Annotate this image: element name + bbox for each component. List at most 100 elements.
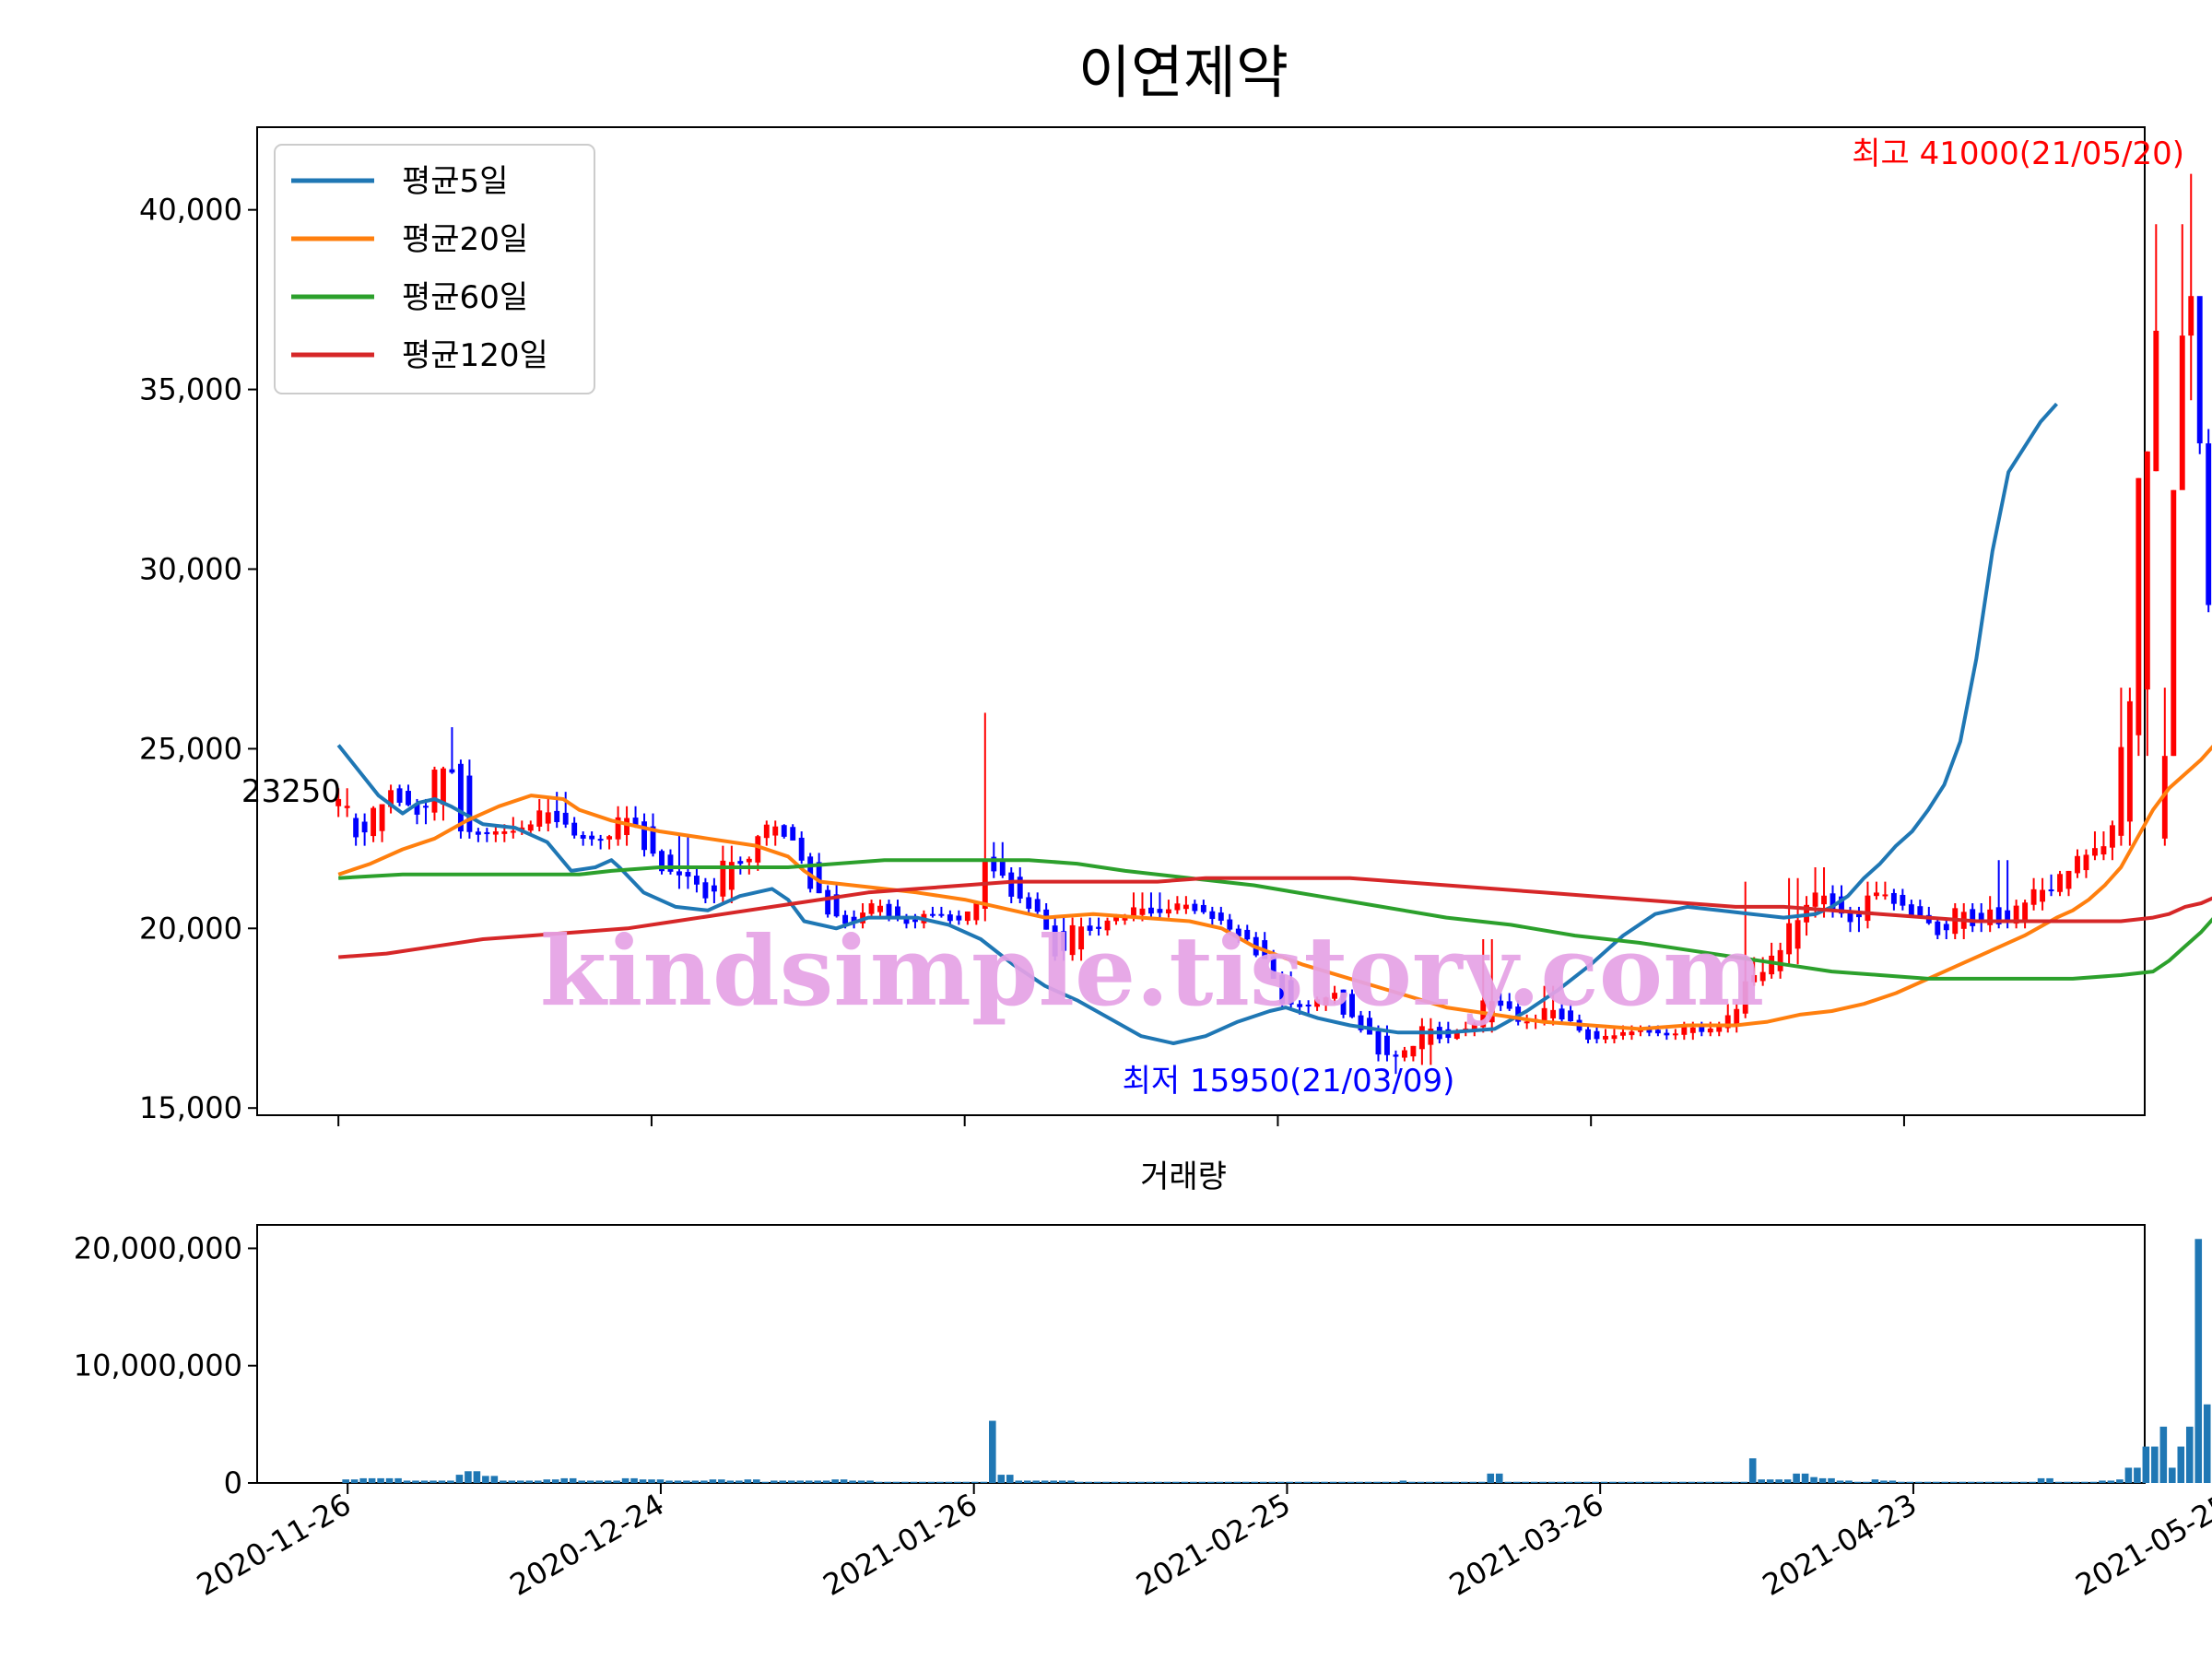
legend-label: 평균5일 [402, 163, 508, 200]
volume-bar [989, 1420, 996, 1483]
volume-bar [604, 1480, 612, 1483]
candle-body [1017, 877, 1023, 899]
volume-bar [1120, 1481, 1127, 1483]
volume-bar [683, 1480, 690, 1483]
candle-body [677, 871, 682, 876]
candle-body [1524, 1021, 1530, 1024]
candle-body [2048, 889, 2054, 892]
volume-bar [1338, 1481, 1346, 1483]
volume-bar [1688, 1481, 1696, 1483]
candle-body [510, 830, 516, 833]
volume-bar [465, 1471, 472, 1483]
candle-body [763, 824, 770, 839]
candle-body [1689, 1027, 1696, 1033]
candle-body [1139, 908, 1146, 915]
volume-bar [787, 1480, 795, 1483]
candle-body [1794, 920, 1801, 949]
candle-body [562, 812, 569, 825]
volume-bar [639, 1479, 647, 1483]
volume-bar [1592, 1481, 1599, 1483]
candle-body [798, 837, 805, 861]
candle-body [868, 903, 875, 914]
volume-bar [1487, 1473, 1495, 1483]
volume-bar [1574, 1481, 1582, 1483]
candle-body [1393, 1054, 1399, 1057]
volume-bar [1286, 1481, 1293, 1483]
candle-body [746, 858, 752, 863]
volume-bar [1731, 1481, 1739, 1483]
volume-bar [1469, 1481, 1477, 1483]
candle-body [2179, 335, 2185, 490]
candle-body [1401, 1050, 1407, 1058]
candle-body [1008, 872, 1015, 897]
candle-body [825, 889, 831, 915]
volume-bar [578, 1480, 585, 1483]
volume-bar [753, 1479, 760, 1483]
volume-bar [1023, 1480, 1031, 1483]
volume-bar [1609, 1481, 1617, 1483]
candle-body [1498, 1000, 1504, 1006]
candle-body [1890, 892, 1897, 904]
candle-body [1358, 1015, 1364, 1030]
volume-bar [866, 1480, 874, 1483]
candle-body [1157, 909, 1163, 913]
candle-body [2040, 889, 2046, 902]
candle-body [1165, 909, 1171, 914]
volume-bar [700, 1480, 708, 1483]
volume-bar [1102, 1481, 1110, 1483]
volume-bar [1163, 1481, 1171, 1483]
candle-body [912, 919, 918, 923]
volume-bar [1015, 1480, 1023, 1483]
candle-body [772, 826, 779, 836]
candle-body [1734, 1008, 1740, 1027]
price-y-tick-label: 20,000 [139, 911, 242, 946]
candle-body [2109, 825, 2115, 848]
volume-bar [2116, 1479, 2124, 1483]
volume-bar [1198, 1481, 1206, 1483]
volume-bar [840, 1479, 848, 1483]
candle-body [2100, 846, 2107, 855]
candle-body [536, 810, 543, 827]
candle-body [1620, 1031, 1626, 1036]
volume-bar [1662, 1481, 1669, 1483]
candle-body [1297, 1004, 1303, 1007]
volume-bar [744, 1479, 752, 1483]
candle-body [877, 905, 883, 912]
volume-bar [726, 1480, 735, 1483]
x-tick-label: 2021-01-26 [818, 1487, 983, 1603]
candle-body [1488, 1001, 1495, 1023]
volume-bar [1557, 1481, 1564, 1483]
volume-bar [1373, 1481, 1381, 1483]
volume-bar [1050, 1480, 1057, 1483]
volume-bar [1058, 1480, 1066, 1483]
candle-body [1716, 1026, 1723, 1032]
volume-bar [1067, 1480, 1075, 1483]
volume-bar [1382, 1481, 1390, 1483]
candle-body [1288, 980, 1294, 1005]
volume-bar [500, 1480, 507, 1483]
volume-bar [1321, 1481, 1328, 1483]
candle-body [1935, 921, 1941, 935]
volume-bar [1547, 1481, 1556, 1483]
candle-body [344, 806, 350, 808]
volume-bar [927, 1481, 935, 1483]
volume-bar [1959, 1481, 1967, 1483]
volume-bar [482, 1476, 489, 1483]
candle-body [1069, 924, 1076, 956]
volume-bar [595, 1480, 603, 1483]
candle-body [2188, 296, 2194, 336]
candle-body [615, 817, 621, 840]
volume-bar [1635, 1481, 1643, 1483]
candle-body [606, 836, 613, 840]
candle-body [1646, 1029, 1653, 1033]
candle-body [527, 824, 534, 831]
candle-body [1664, 1032, 1670, 1036]
volume-bar [2072, 1481, 2080, 1483]
volume-bar [1775, 1479, 1783, 1483]
candle-body [1908, 904, 1914, 915]
candle-body [475, 831, 481, 835]
volume-bar [1452, 1481, 1460, 1483]
candle-body [1506, 1001, 1512, 1009]
volume-bar [1128, 1481, 1136, 1483]
volume-bar [1495, 1473, 1503, 1483]
